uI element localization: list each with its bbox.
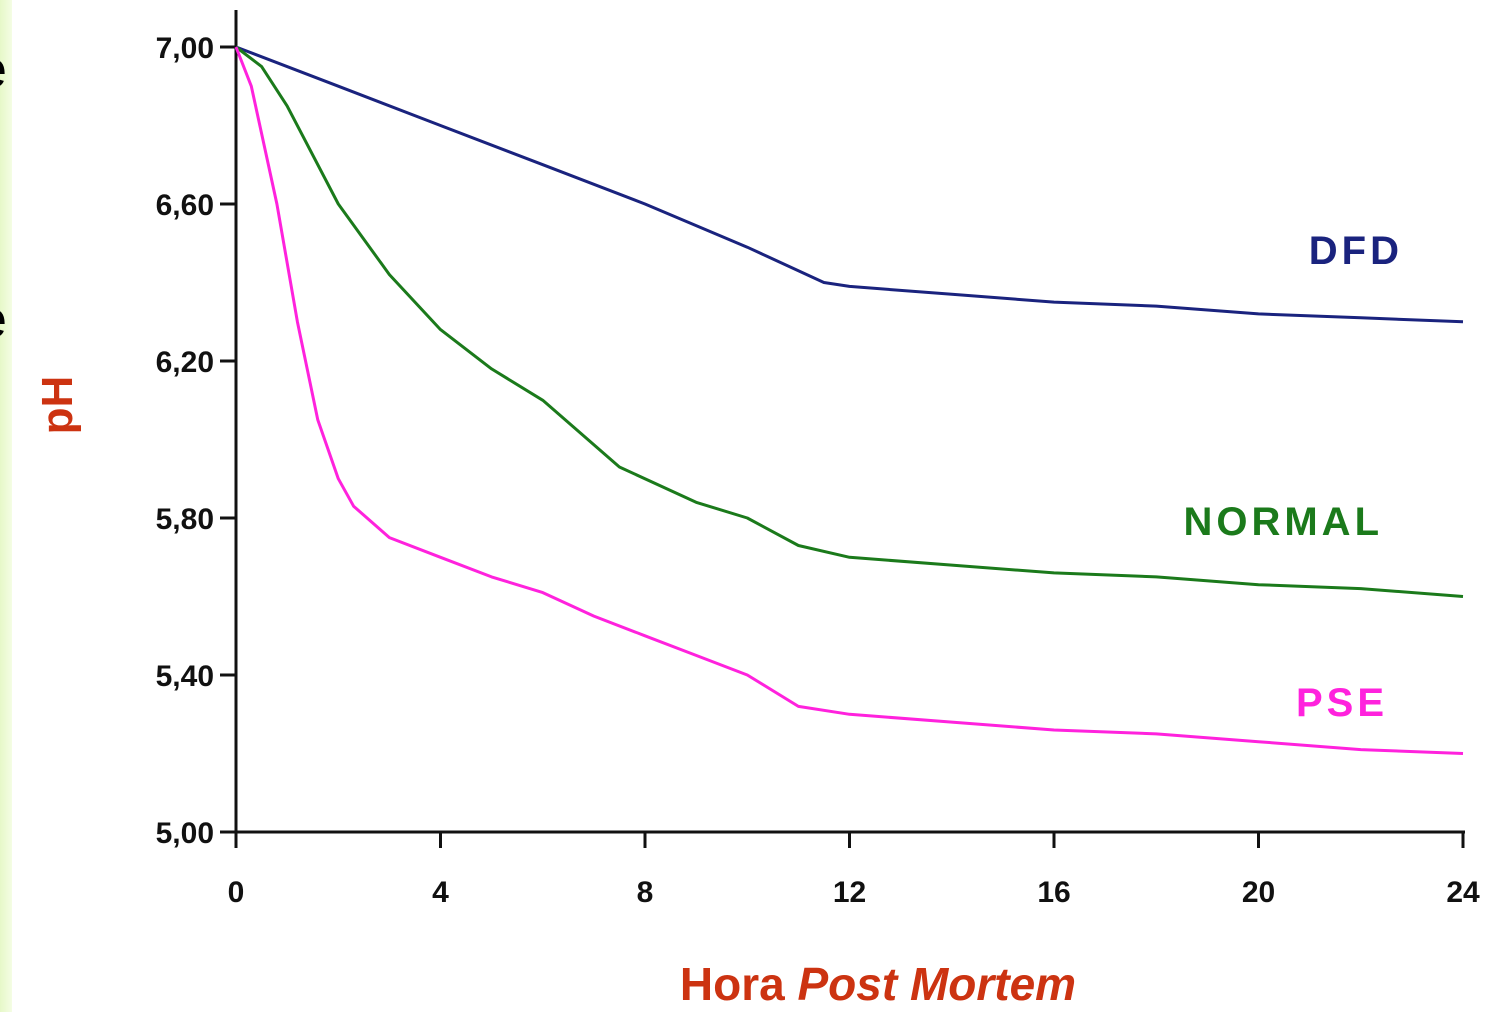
series-label-normal: NORMAL (1183, 500, 1383, 544)
x-tick-label: 4 (432, 876, 449, 909)
clipped-glyph: e (0, 40, 7, 100)
series-line-pse (234, 46, 1464, 755)
x-tick-label: 12 (833, 876, 866, 909)
x-axis-title-italic: Post Mortem (798, 958, 1077, 1010)
y-tick-label: 5,40 (156, 660, 214, 693)
left-background-strip (0, 0, 12, 1012)
series-line-dfd (235, 45, 1464, 324)
x-tick-label: 8 (637, 876, 654, 909)
x-tick-label: 20 (1242, 876, 1275, 909)
tick-marks (220, 45, 1465, 848)
axes (234, 10, 1465, 834)
series-layer (234, 45, 1464, 755)
clipped-glyph: e (0, 290, 7, 350)
y-axis-title: pH (33, 376, 82, 435)
y-tick-label: 7,00 (156, 32, 214, 65)
y-tick-label: 5,00 (156, 817, 214, 850)
y-tick-label: 6,60 (156, 189, 214, 222)
series-line-normal (235, 45, 1464, 598)
x-axis-title-main: Hora (680, 958, 798, 1010)
series-label-pse: PSE (1296, 681, 1388, 725)
clipped-side-text: e e t (0, 0, 30, 1012)
y-tick-label: 6,20 (156, 346, 214, 379)
series-label-dfd: DFD (1309, 229, 1403, 273)
y-tick-label: 5,80 (156, 503, 214, 536)
x-tick-label: 24 (1446, 876, 1480, 909)
labels-layer: 5,00 5,40 5,80 6,20 6,60 7,00 0 4 8 12 16 20 24 DFD NO… (33, 32, 1480, 1010)
x-tick-label: 0 (228, 876, 245, 909)
x-axis-title: Hora Post Mortem (680, 958, 1076, 1010)
x-tick-label: 16 (1037, 876, 1070, 909)
